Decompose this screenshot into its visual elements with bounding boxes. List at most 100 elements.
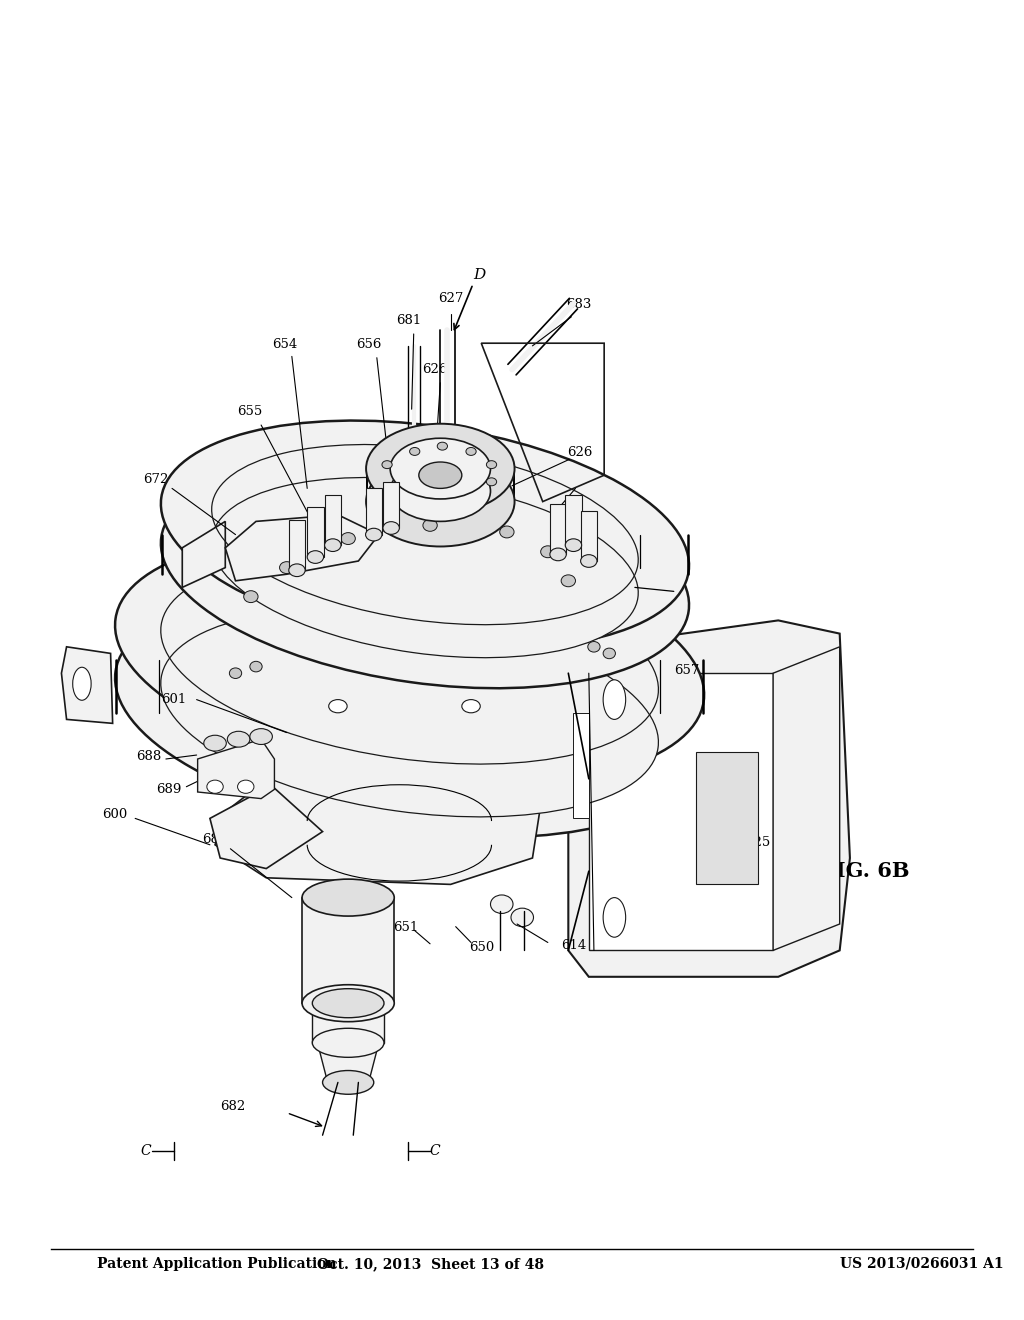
Text: 683: 683 [566,298,591,312]
Polygon shape [581,511,597,561]
Polygon shape [307,507,324,557]
Text: 625: 625 [745,836,770,849]
Ellipse shape [419,462,462,488]
Ellipse shape [312,1028,384,1057]
Text: D: D [473,268,485,281]
Text: 651: 651 [393,921,418,935]
Ellipse shape [588,642,600,652]
Text: 655: 655 [238,405,262,418]
Ellipse shape [550,548,566,561]
Text: 680: 680 [203,833,227,846]
Ellipse shape [366,528,382,541]
Ellipse shape [410,447,420,455]
Text: 601: 601 [162,693,186,706]
Ellipse shape [603,648,615,659]
Polygon shape [317,1043,379,1082]
Ellipse shape [390,461,490,521]
Ellipse shape [302,879,394,916]
Polygon shape [565,495,582,545]
Polygon shape [225,515,379,581]
Text: 672: 672 [143,473,168,486]
Text: 656: 656 [356,338,381,351]
Polygon shape [215,752,543,884]
Ellipse shape [115,589,705,837]
Text: Oct. 10, 2013  Sheet 13 of 48: Oct. 10, 2013 Sheet 13 of 48 [316,1257,544,1271]
Ellipse shape [325,539,341,552]
Ellipse shape [227,731,250,747]
Ellipse shape [323,1071,374,1094]
Ellipse shape [366,424,514,513]
Text: 627: 627 [438,292,463,305]
Ellipse shape [204,735,226,751]
Ellipse shape [250,729,272,744]
Ellipse shape [161,461,689,688]
Ellipse shape [561,574,575,586]
Polygon shape [61,647,113,723]
Text: 688: 688 [136,750,161,763]
Ellipse shape [541,545,555,557]
Ellipse shape [500,525,514,539]
Text: 600: 600 [102,808,127,821]
Ellipse shape [302,985,394,1022]
Text: 654: 654 [272,338,297,351]
Polygon shape [696,752,758,884]
Ellipse shape [437,442,447,450]
Text: 614: 614 [561,939,586,952]
Ellipse shape [603,898,626,937]
Ellipse shape [565,539,582,552]
Ellipse shape [73,668,91,700]
Ellipse shape [511,908,534,927]
Ellipse shape [212,478,638,657]
Polygon shape [773,647,840,950]
Ellipse shape [250,661,262,672]
Ellipse shape [161,421,689,648]
Ellipse shape [366,457,514,546]
Polygon shape [182,521,225,587]
Text: 626: 626 [423,363,447,376]
Ellipse shape [423,519,437,532]
Ellipse shape [229,668,242,678]
Text: 606: 606 [382,622,407,635]
Polygon shape [302,898,394,1003]
Text: 626: 626 [567,446,592,459]
Text: 657: 657 [675,664,699,677]
Ellipse shape [238,780,254,793]
Text: 650: 650 [469,941,494,954]
Ellipse shape [603,680,626,719]
Ellipse shape [207,780,223,793]
Polygon shape [568,620,850,977]
Ellipse shape [490,895,513,913]
Text: D: D [672,581,684,594]
Text: FIG. 6B: FIG. 6B [821,861,909,882]
Ellipse shape [341,532,355,544]
Ellipse shape [462,700,480,713]
Text: 653: 653 [573,477,598,490]
Ellipse shape [244,590,258,602]
Text: 607: 607 [647,591,672,605]
Polygon shape [573,713,589,818]
Polygon shape [589,673,773,950]
Ellipse shape [466,447,476,455]
Polygon shape [383,482,399,528]
Polygon shape [325,495,341,545]
Polygon shape [198,739,274,799]
Text: 681: 681 [396,314,421,327]
Text: 689: 689 [157,783,181,796]
Ellipse shape [486,478,497,486]
Polygon shape [366,488,382,535]
Ellipse shape [280,561,294,573]
Ellipse shape [581,554,597,568]
Text: US 2013/0266031 A1: US 2013/0266031 A1 [840,1257,1004,1271]
Polygon shape [550,504,566,554]
Ellipse shape [307,550,324,564]
Polygon shape [210,785,323,869]
Ellipse shape [115,536,705,784]
Text: C: C [140,1144,151,1158]
Ellipse shape [382,461,392,469]
Polygon shape [312,1003,384,1043]
Ellipse shape [161,609,658,817]
Polygon shape [289,520,305,570]
Ellipse shape [383,521,399,535]
Ellipse shape [486,461,497,469]
Ellipse shape [329,700,347,713]
